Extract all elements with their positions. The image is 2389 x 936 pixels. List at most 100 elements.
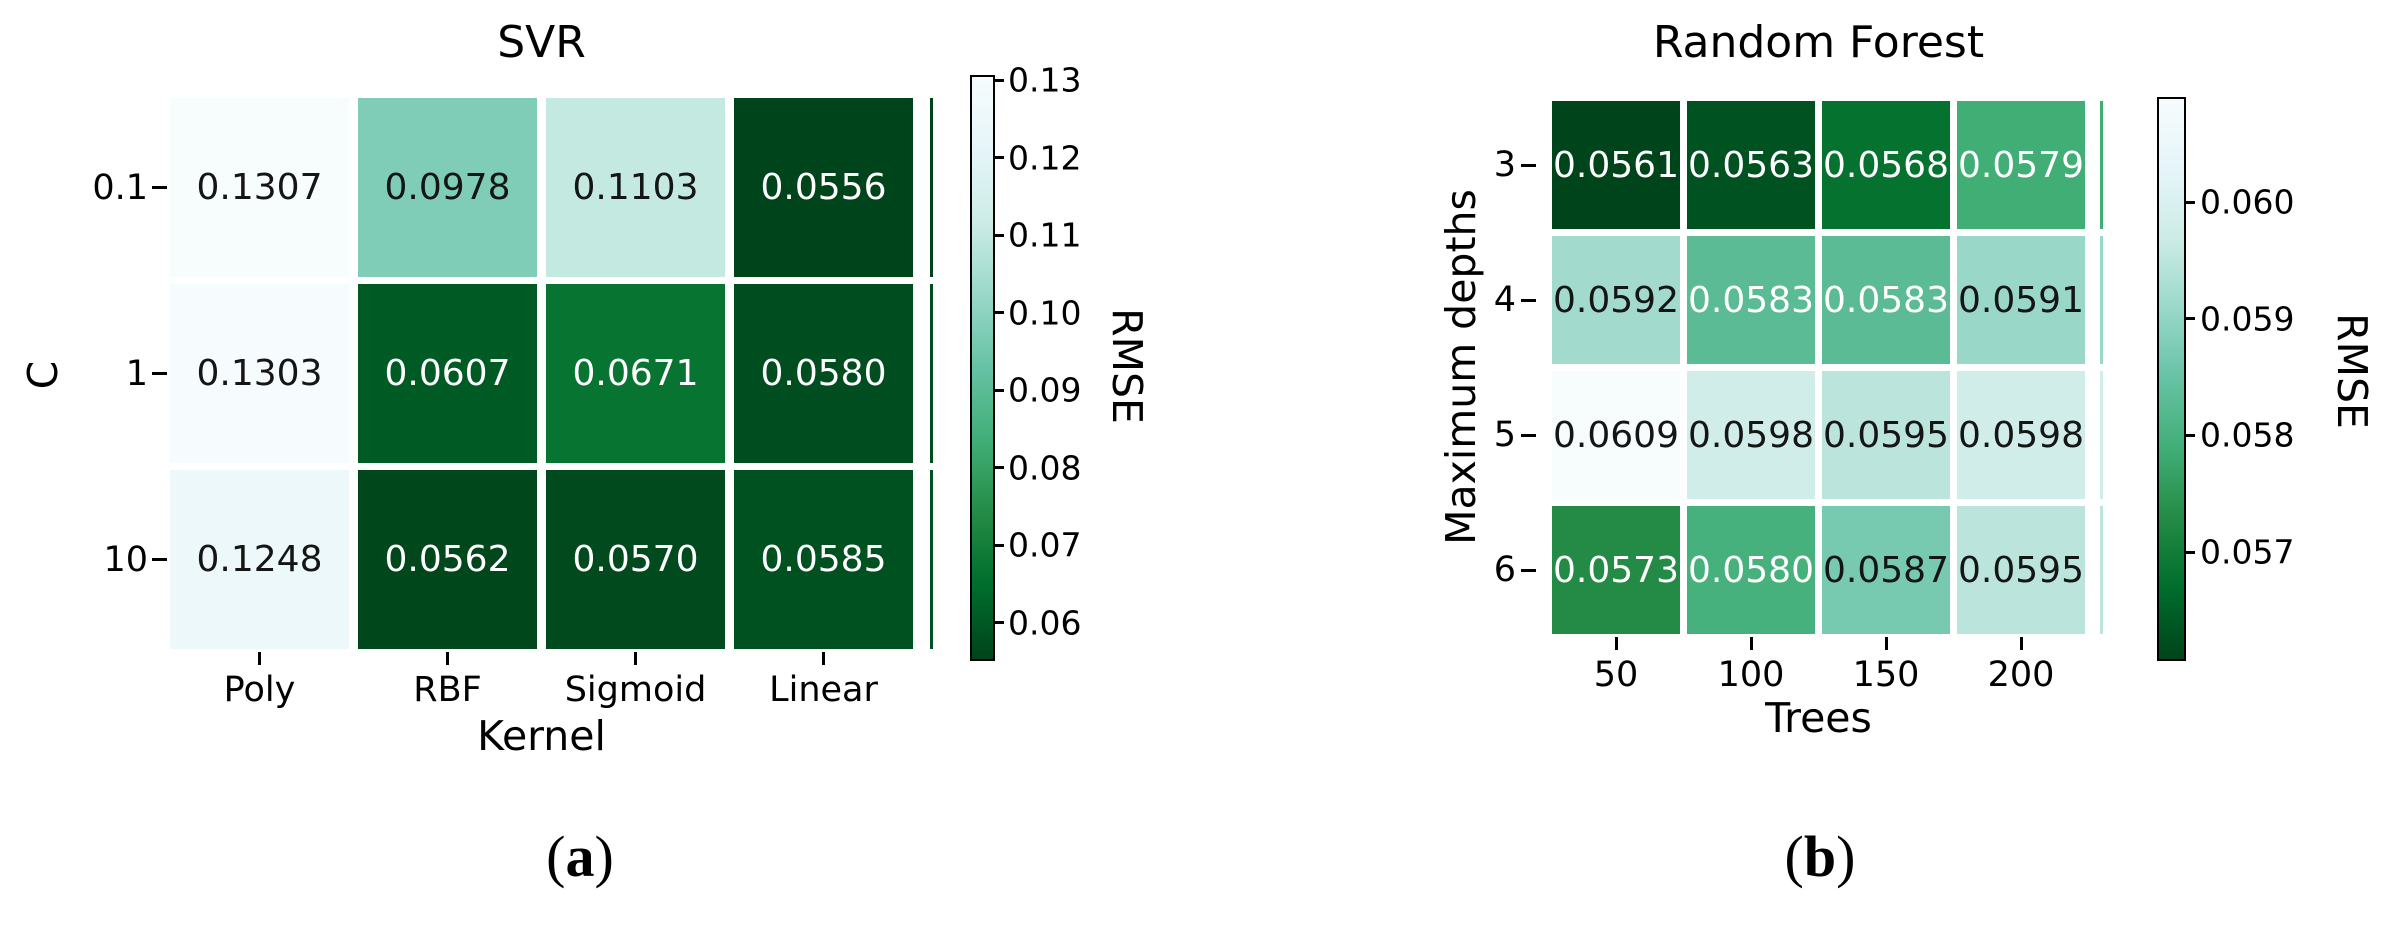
x-tick-label-a-0: Poly <box>223 670 296 710</box>
panel-b-colorbar-label: RMSE <box>2328 313 2376 429</box>
colorbar-tick-label-a-7: 0.06 <box>1008 603 1082 643</box>
heatmap-cell-a-r2c3: 0.0585 <box>734 470 913 649</box>
y-tick-mark-b-3 <box>1521 568 1536 572</box>
heatmap-cell-a-r1c1: 0.0607 <box>358 284 537 463</box>
x-tick-label-a-2: Sigmoid <box>564 670 707 710</box>
panel-a-colorbar-label: RMSE <box>1103 308 1151 424</box>
panel-a-caption-paren-close: ) <box>594 824 614 889</box>
x-tick-mark-b-2 <box>1884 637 1888 650</box>
heatmap-cell-b-r3c2: 0.0587 <box>1822 506 1950 634</box>
colorbar-tick-label-a-5: 0.08 <box>1008 448 1082 488</box>
heatmap-cell-a-r2c2: 0.0570 <box>546 470 725 649</box>
heatmap-cell-b-r0c3: 0.0579 <box>1957 101 2085 229</box>
colorbar-tick-label-a-3: 0.10 <box>1008 293 1082 333</box>
panel-a-caption: (a) <box>430 822 730 892</box>
panel-b-caption: (b) <box>1670 822 1970 892</box>
heatmap-cell-a-r0c1: 0.0978 <box>358 98 537 277</box>
y-tick-label-a-1: 1 <box>125 353 148 394</box>
x-tick-mark-a-2 <box>634 652 637 665</box>
y-tick-label-a-0: 0.1 <box>92 167 148 208</box>
panel-a-title: SVR <box>497 17 586 68</box>
colorbar-tick-label-b-3: 0.057 <box>2200 532 2295 572</box>
heatmap-cell-b-r2c3: 0.0598 <box>1957 371 2085 499</box>
colorbar-tick-mark-a-6 <box>993 543 1004 547</box>
heatmap-cell-a-r1c3: 0.0580 <box>734 284 913 463</box>
heatmap-cell-b-r3c1: 0.0580 <box>1687 506 1815 634</box>
heatmap-cell-a-r0c3: 0.0556 <box>734 98 913 277</box>
colorbar-tick-label-a-1: 0.12 <box>1008 138 1082 178</box>
colorbar-tick-mark-a-0 <box>993 78 1004 82</box>
colorbar-tick-mark-b-1 <box>2184 317 2195 321</box>
heatmap-cell-a-r1c0: 0.1303 <box>170 284 349 463</box>
colorbar-tick-label-b-2: 0.058 <box>2200 415 2295 455</box>
y-tick-label-b-1: 4 <box>1493 280 1516 320</box>
colorbar-tick-mark-a-7 <box>993 621 1004 625</box>
x-tick-mark-b-3 <box>2019 637 2023 650</box>
heatmap-edge-sliver-b-r0 <box>2100 101 2103 229</box>
heatmap-cell-b-r2c1: 0.0598 <box>1687 371 1815 499</box>
y-tick-mark-a-2 <box>152 558 167 561</box>
heatmap-cell-a-r2c1: 0.0562 <box>358 470 537 649</box>
y-tick-mark-a-0 <box>152 186 167 189</box>
x-tick-mark-a-0 <box>258 652 261 665</box>
x-tick-label-b-3: 200 <box>1987 655 2055 695</box>
colorbar-tick-label-b-1: 0.059 <box>2200 299 2295 339</box>
panel-b-x-axis-label: Trees <box>1765 694 1872 742</box>
heatmap-edge-sliver-b-r3 <box>2100 506 2103 634</box>
heatmap-cell-b-r3c3: 0.0595 <box>1957 506 2085 634</box>
heatmap-cell-b-r3c0: 0.0573 <box>1552 506 1680 634</box>
y-tick-label-b-2: 5 <box>1493 415 1516 455</box>
heatmap-edge-sliver-a-r0 <box>930 98 933 277</box>
x-tick-mark-a-3 <box>822 652 825 665</box>
x-tick-label-b-0: 50 <box>1593 655 1639 695</box>
colorbar-tick-label-b-0: 0.060 <box>2200 182 2295 222</box>
colorbar-tick-mark-a-3 <box>993 311 1004 315</box>
x-tick-mark-a-1 <box>446 652 449 665</box>
panel-a-x-axis-label: Kernel <box>477 712 606 760</box>
y-tick-mark-b-1 <box>1521 298 1536 302</box>
heatmap-edge-sliver-b-r1 <box>2100 236 2103 364</box>
heatmap-cell-b-r2c0: 0.0609 <box>1552 371 1680 499</box>
heatmap-cell-b-r0c2: 0.0568 <box>1822 101 1950 229</box>
colorbar-tick-mark-b-0 <box>2184 200 2195 204</box>
colorbar-tick-label-a-2: 0.11 <box>1008 215 1082 255</box>
x-tick-mark-b-1 <box>1749 637 1753 650</box>
x-tick-label-a-1: RBF <box>413 670 482 710</box>
heatmap-cell-a-r0c0: 0.1307 <box>170 98 349 277</box>
panel-b-y-axis-label: Maximum depths <box>1437 189 1486 545</box>
heatmap-cell-b-r0c0: 0.0561 <box>1552 101 1680 229</box>
x-tick-label-b-2: 150 <box>1852 655 1920 695</box>
y-tick-label-a-2: 10 <box>103 539 148 580</box>
panel-a-caption-paren-open: ( <box>546 824 566 889</box>
heatmap-cell-b-r1c3: 0.0591 <box>1957 236 2085 364</box>
panel-b-caption-letter: b <box>1803 824 1837 889</box>
heatmap-cell-a-r1c2: 0.0671 <box>546 284 725 463</box>
heatmap-cell-b-r1c0: 0.0592 <box>1552 236 1680 364</box>
y-tick-mark-b-0 <box>1521 163 1536 167</box>
colorbar-tick-mark-b-3 <box>2184 550 2195 554</box>
colorbar-tick-mark-b-2 <box>2184 433 2195 437</box>
panel-a-colorbar <box>970 75 995 661</box>
colorbar-tick-mark-a-2 <box>993 233 1004 237</box>
colorbar-tick-mark-a-1 <box>993 156 1004 160</box>
y-tick-mark-b-2 <box>1521 433 1536 437</box>
heatmap-cell-a-r0c2: 0.1103 <box>546 98 725 277</box>
colorbar-tick-label-a-0: 0.13 <box>1008 60 1082 100</box>
panel-b-caption-paren-open: ( <box>1784 824 1804 889</box>
colorbar-tick-label-a-6: 0.07 <box>1008 525 1082 565</box>
x-tick-mark-b-0 <box>1614 637 1618 650</box>
heatmap-cell-b-r1c1: 0.0583 <box>1687 236 1815 364</box>
heatmap-cell-b-r0c1: 0.0563 <box>1687 101 1815 229</box>
panel-b-colorbar <box>2157 97 2186 661</box>
heatmap-cell-a-r2c0: 0.1248 <box>170 470 349 649</box>
heatmap-cell-b-r1c2: 0.0583 <box>1822 236 1950 364</box>
x-tick-label-b-1: 100 <box>1717 655 1785 695</box>
panel-b-title: Random Forest <box>1652 17 1985 68</box>
colorbar-tick-label-a-4: 0.09 <box>1008 370 1082 410</box>
colorbar-tick-mark-a-5 <box>993 466 1004 470</box>
x-tick-label-a-3: Linear <box>769 670 878 710</box>
heatmap-edge-sliver-a-r2 <box>930 470 933 649</box>
colorbar-tick-mark-a-4 <box>993 388 1004 392</box>
heatmap-edge-sliver-b-r2 <box>2100 371 2103 499</box>
